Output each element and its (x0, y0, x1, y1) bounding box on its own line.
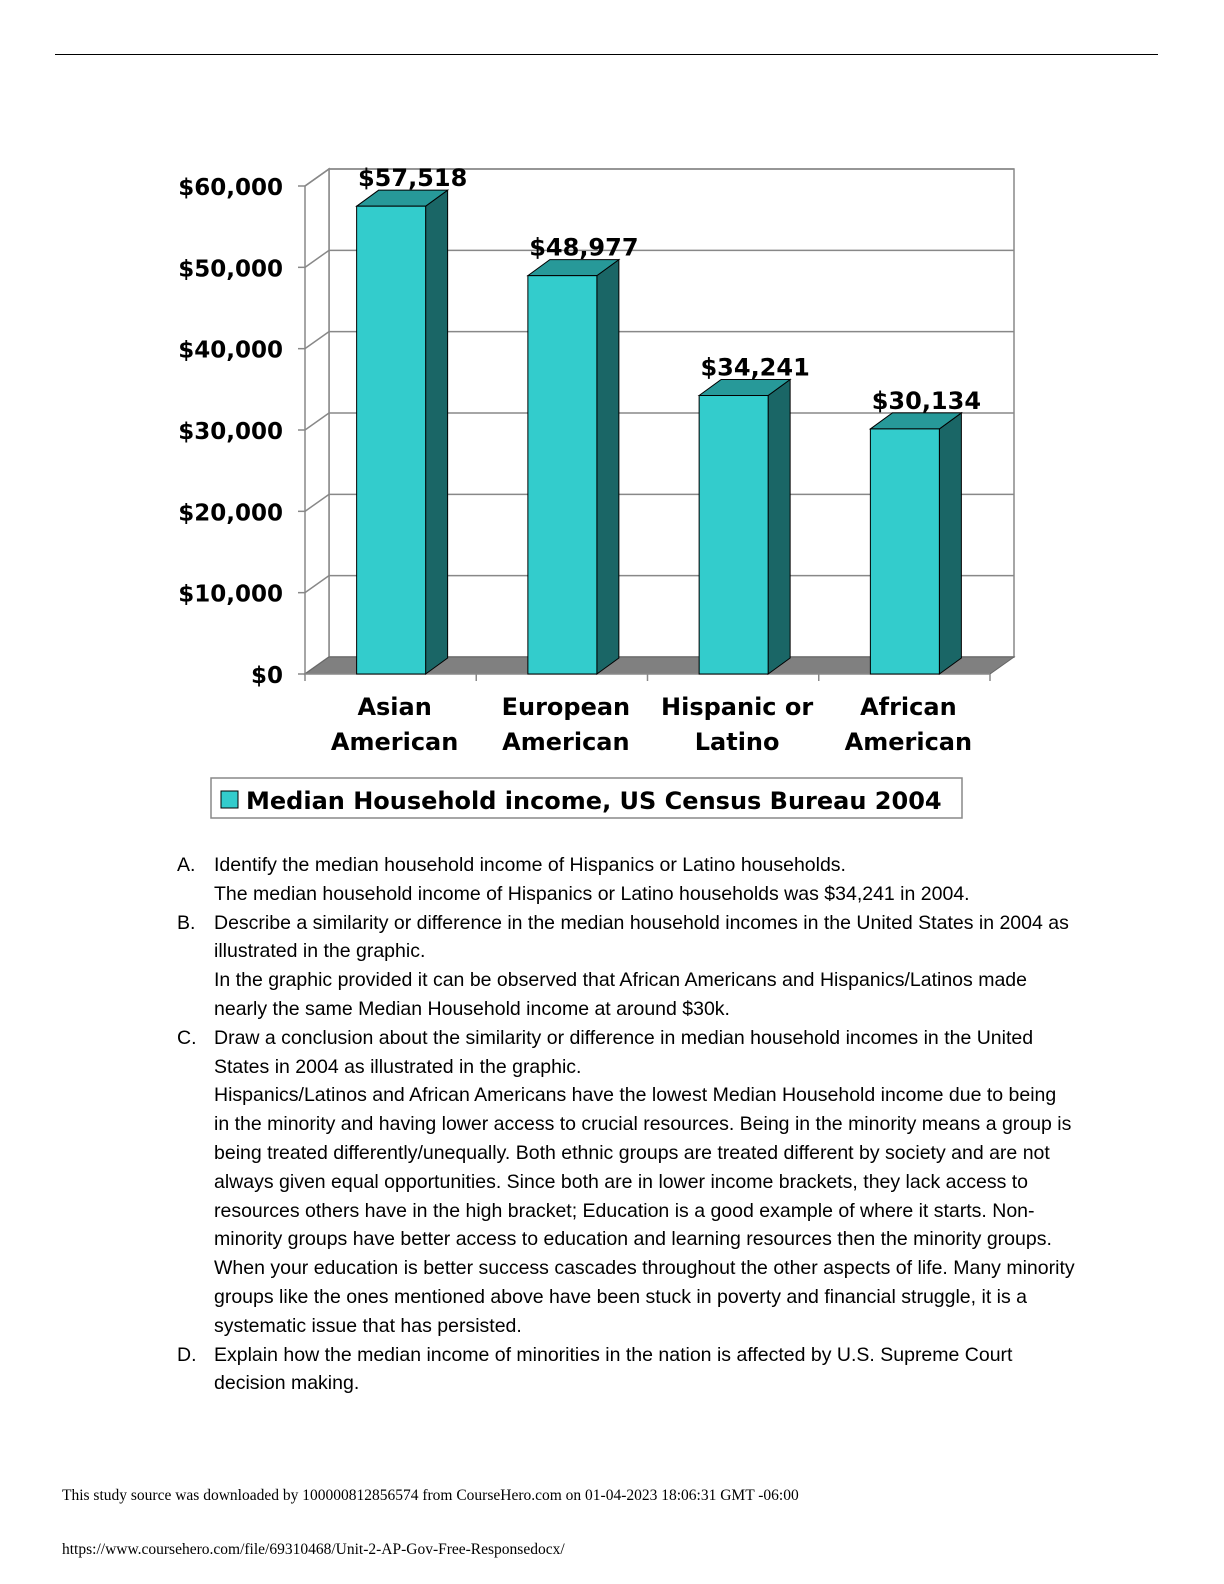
question-a: A. Identify the median household income … (170, 851, 1075, 909)
income-bar-chart: $0 $10,000 $20,000 $30,000 $40,000 $50,000 $60… (178, 164, 1016, 819)
y-tick-label: $50,000 (178, 256, 283, 282)
question-text: Describe a similarity or difference in t… (214, 911, 1069, 963)
page-top-rule (55, 54, 1158, 55)
x-tick-label: American (845, 728, 972, 756)
question-list: A. Identify the median household income … (170, 851, 1075, 1398)
question-c: C. Draw a conclusion about the similarit… (170, 1024, 1075, 1341)
bar-side (767, 378, 791, 675)
bar-side (938, 411, 962, 675)
question-d: D. Explain how the median income of mino… (170, 1341, 1075, 1399)
x-tick-label: American (502, 728, 629, 756)
data-label: $48,977 (529, 234, 638, 262)
question-text: Explain how the median income of minorit… (214, 1343, 1013, 1395)
question-letter: A. (177, 854, 196, 876)
bar-side (425, 189, 449, 675)
x-tick-label: Asian (357, 693, 431, 721)
gridline (304, 249, 1014, 268)
data-label: $57,518 (358, 164, 467, 192)
question-text: Identify the median household income of … (214, 854, 846, 876)
y-tick-label: $0 (251, 663, 283, 689)
source-url[interactable]: https://www.coursehero.com/file/69310468… (62, 1541, 565, 1558)
gridline (304, 168, 1014, 187)
legend-label: Median Household income, US Census Burea… (246, 787, 942, 815)
data-label: $34,241 (700, 354, 809, 382)
bar (869, 428, 940, 675)
bar (356, 205, 427, 675)
download-source-note: This study source was downloaded by 1000… (62, 1487, 799, 1504)
y-tick-label: $60,000 (178, 175, 283, 201)
x-tick-label: African (860, 693, 957, 721)
x-tick-label: American (331, 728, 458, 756)
x-tick-label: Hispanic or (661, 693, 813, 721)
y-tick-label: $20,000 (178, 500, 283, 526)
x-tick-label: European (502, 693, 631, 721)
x-tick-label: Latino (695, 728, 780, 756)
legend-swatch (220, 790, 239, 809)
data-label: $30,134 (872, 387, 981, 415)
y-tick-label: $10,000 (178, 582, 283, 608)
bar (527, 275, 598, 675)
bar-side (596, 258, 620, 675)
answer-text: The median household income of Hispanics… (214, 882, 970, 905)
question-letter: C. (177, 1026, 197, 1049)
question-text: Draw a conclusion about the similarity o… (214, 1026, 1034, 1078)
answer-text: In the graphic provided it can be observ… (214, 969, 1027, 1020)
question-letter: D. (177, 1343, 197, 1366)
question-b: B. Describe a similarity or difference i… (170, 909, 1075, 1024)
question-letter: B. (177, 911, 196, 934)
gridline (304, 330, 1014, 350)
y-tick-label: $30,000 (178, 419, 283, 445)
bar (698, 395, 769, 675)
legend-box (210, 777, 963, 819)
y-tick-label: $40,000 (178, 338, 283, 364)
answer-text: Hispanics/Latinos and African Americans … (214, 1084, 1075, 1337)
